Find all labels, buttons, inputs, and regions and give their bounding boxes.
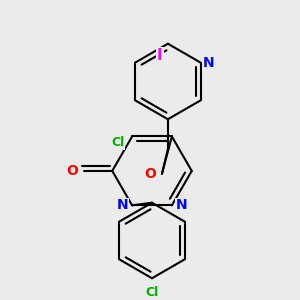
Text: N: N <box>116 198 128 212</box>
Text: I: I <box>157 48 163 63</box>
Text: N: N <box>203 56 214 70</box>
Text: N: N <box>176 198 188 212</box>
Text: O: O <box>67 164 78 178</box>
Text: Cl: Cl <box>146 286 159 299</box>
Text: Cl: Cl <box>112 136 125 149</box>
Text: O: O <box>144 167 156 181</box>
